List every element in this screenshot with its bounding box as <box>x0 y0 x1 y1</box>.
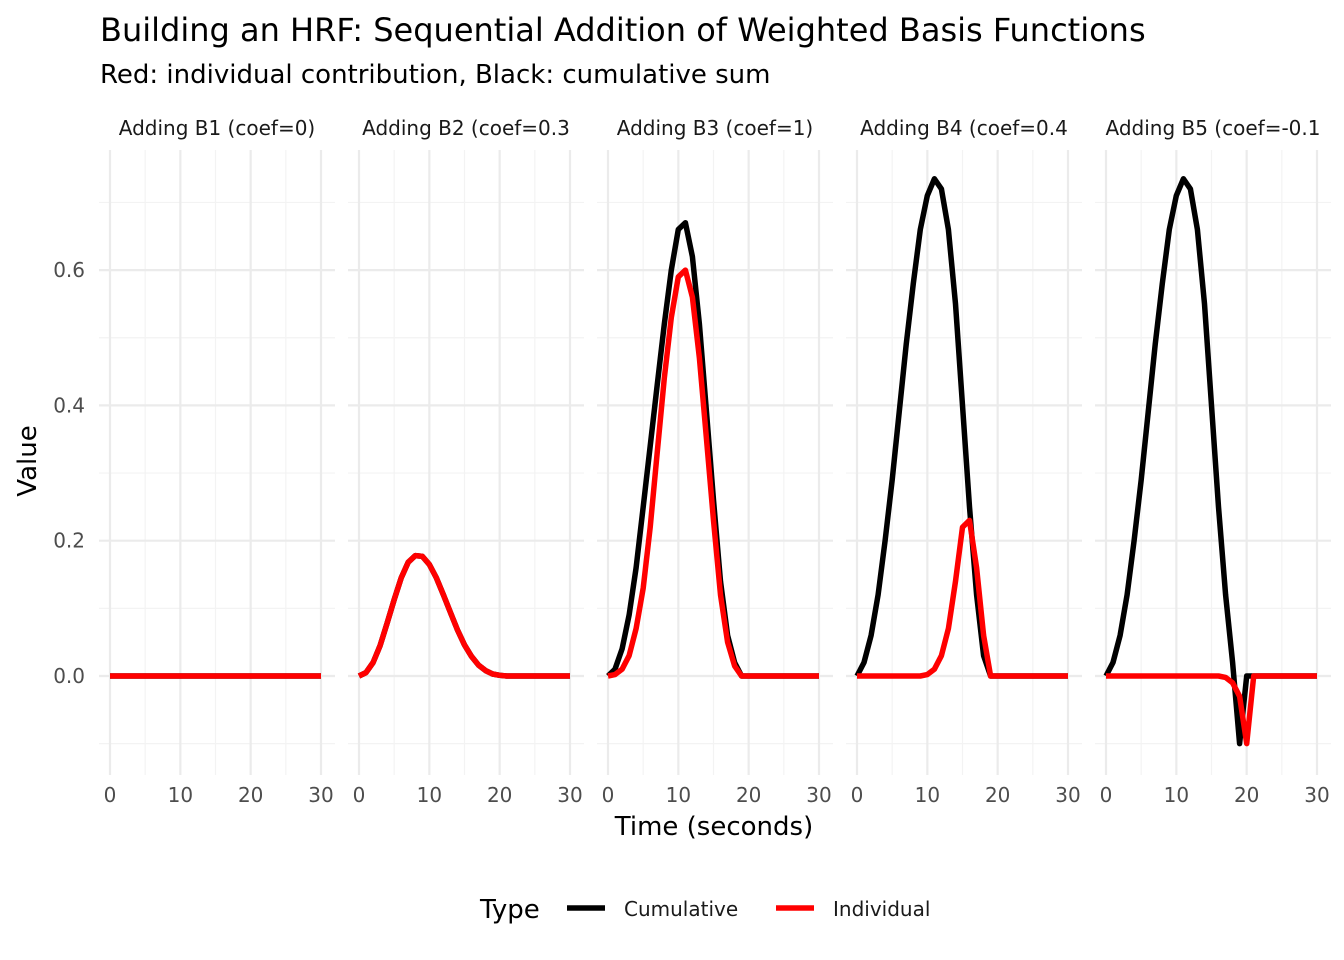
legend-label-individual: Individual <box>833 897 930 921</box>
y-tick-label: 0.2 <box>53 529 85 553</box>
x-tick-label: 0 <box>851 783 864 807</box>
y-tick-label: 0.0 <box>53 664 85 688</box>
series-line-individual <box>607 267 819 679</box>
x-tick-label: 20 <box>736 783 761 807</box>
x-tick-label: 30 <box>1055 783 1080 807</box>
x-tick-label: 20 <box>985 783 1010 807</box>
x-tick-label: 30 <box>806 783 831 807</box>
legend-title: Type <box>479 895 540 925</box>
x-tick-label: 20 <box>487 783 512 807</box>
facet-strip-label: Adding B5 (coef=-0.1 <box>1106 116 1321 140</box>
x-tick-label: 10 <box>915 783 940 807</box>
facet-strip-label: Adding B3 (coef=1) <box>617 116 813 140</box>
x-tick-label: 20 <box>1234 783 1259 807</box>
facet-panel: Adding B2 (coef=0.3 0 10 20 30 <box>348 116 584 807</box>
x-axis-title: Time (seconds) <box>614 812 813 842</box>
x-tick-label: 20 <box>238 783 263 807</box>
facet-panel: Adding B1 (coef=0) 0 10 20 30 <box>99 116 335 807</box>
facet-panel: Adding B4 (coef=0.4 0 10 20 30 <box>846 116 1082 807</box>
facet-panel: Adding B3 (coef=1) 0 10 20 30 <box>597 116 833 807</box>
x-tick-label: 10 <box>168 783 193 807</box>
series-line-individual <box>1106 673 1317 747</box>
legend: Type Cumulative Individual <box>479 895 930 925</box>
facet-strip-label: Adding B1 (coef=0) <box>119 116 315 140</box>
facet-strip-label: Adding B2 (coef=0.3 <box>362 116 570 140</box>
x-tick-label: 30 <box>308 783 333 807</box>
x-tick-label: 10 <box>417 783 442 807</box>
x-tick-label: 10 <box>666 783 691 807</box>
x-tick-label: 10 <box>1164 783 1189 807</box>
legend-label-cumulative: Cumulative <box>624 897 738 921</box>
x-tick-label: 0 <box>104 783 117 807</box>
y-tick-label: 0.6 <box>53 258 85 282</box>
y-axis-title: Value <box>13 425 43 496</box>
chart-subtitle: Red: individual contribution, Black: cum… <box>100 60 771 90</box>
facet-panel: Adding B5 (coef=-0.1 0 10 20 30 <box>1095 116 1331 807</box>
x-tick-label: 0 <box>353 783 366 807</box>
x-tick-label: 0 <box>602 783 615 807</box>
x-tick-label: 30 <box>557 783 582 807</box>
chart-title: Building an HRF: Sequential Addition of … <box>100 11 1146 49</box>
y-tick-label: 0.4 <box>53 393 85 417</box>
x-tick-label: 30 <box>1304 783 1329 807</box>
x-tick-label: 0 <box>1100 783 1113 807</box>
series-line-individual <box>357 552 570 679</box>
facet-strip-label: Adding B4 (coef=0.4 <box>860 116 1068 140</box>
series-line-individual <box>857 517 1068 679</box>
